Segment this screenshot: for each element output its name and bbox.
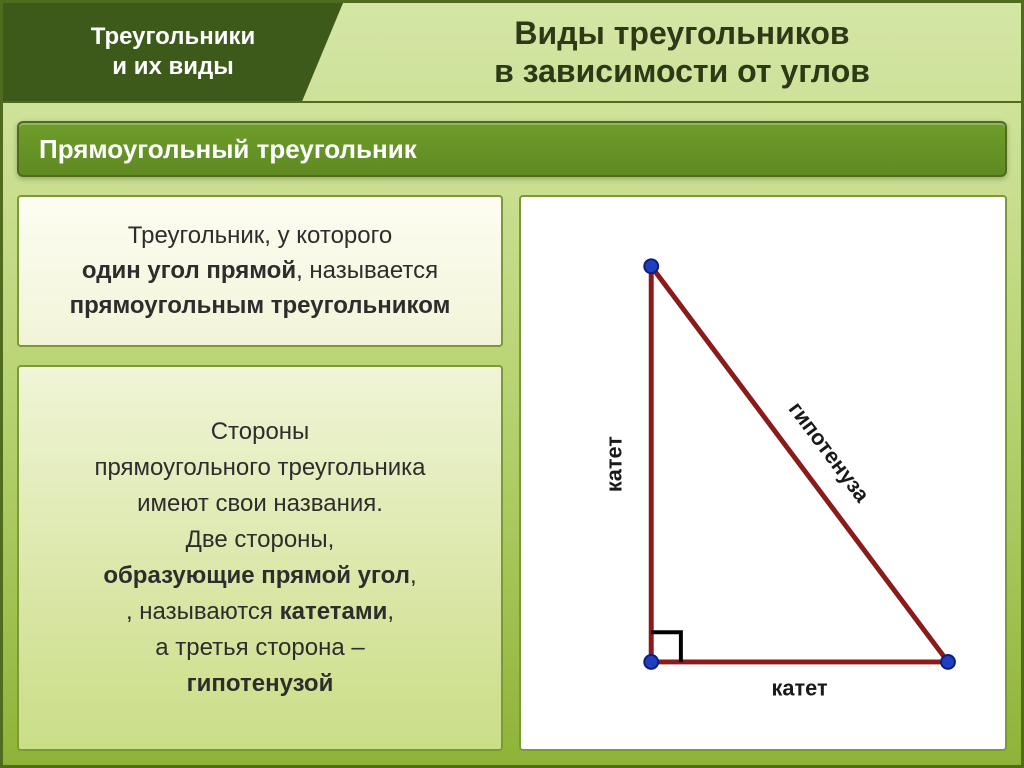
def-bold1: один угол прямой	[82, 257, 296, 284]
def-pre: Треугольник, у которого	[128, 222, 392, 249]
breadcrumb-line2: и их виды	[112, 53, 233, 80]
page-title-line1: Виды треугольников	[514, 15, 849, 51]
sides-card: Стороны прямоугольного треугольника имею…	[17, 365, 503, 751]
sides-bold-b: катетами	[280, 598, 388, 625]
sides-mid-b: ,	[387, 598, 394, 625]
page-title-line2: в зависимости от углов	[494, 53, 870, 89]
definition-card: Треугольник, у которого один угол прямой…	[17, 195, 503, 347]
breadcrumb-tab: Треугольники и их виды	[3, 3, 343, 101]
sides-l1: Стороны	[211, 418, 310, 445]
slide-page: Треугольники и их виды Виды треугольнико…	[0, 0, 1024, 768]
def-bold2: прямоугольным треугольником	[70, 292, 451, 319]
sides-l3: имеют свои названия.	[137, 490, 383, 517]
content-row: Треугольник, у которого один угол прямой…	[17, 195, 1007, 751]
svg-text:гипотенуза: гипотенуза	[784, 397, 876, 508]
triangle-diagram: катет катет гипотенуза	[521, 197, 1005, 749]
diagram-panel: катет катет гипотенуза	[519, 195, 1007, 751]
page-title: Виды треугольников в зависимости от угло…	[303, 3, 1021, 101]
sides-mid-a: , называются	[126, 598, 280, 625]
section-header: Прямоугольный треугольник	[17, 121, 1007, 177]
svg-text:катет: катет	[602, 436, 627, 492]
sides-mid-b-comma: ,	[410, 562, 417, 589]
slide-header: Треугольники и их виды Виды треугольнико…	[3, 3, 1021, 101]
breadcrumb-line1: Треугольники	[91, 23, 256, 50]
sides-l6: а третья сторона –	[155, 634, 364, 661]
section-title: Прямоугольный треугольник	[39, 134, 417, 165]
svg-text:катет: катет	[772, 676, 828, 701]
sides-l4: Две стороны,	[186, 526, 335, 553]
sides-bold-a: образующие прямой угол	[103, 562, 410, 589]
sides-l2: прямоугольного треугольника	[94, 454, 425, 481]
def-mid: , называется	[296, 257, 438, 284]
text-column: Треугольник, у которого один угол прямой…	[17, 195, 503, 751]
sides-bold-c: гипотенузой	[187, 670, 334, 697]
header-divider	[3, 101, 1021, 103]
